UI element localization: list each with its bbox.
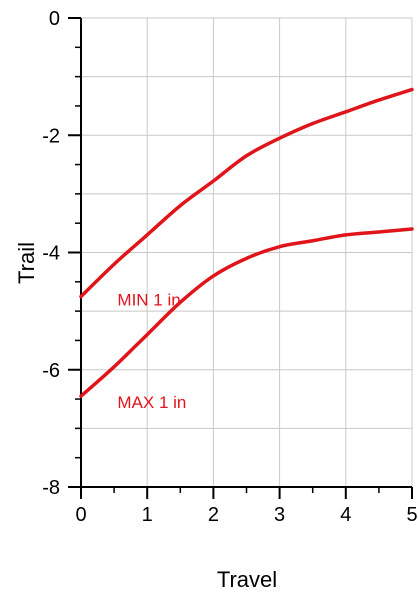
y-tick-label: -8 xyxy=(42,477,60,499)
series-label-0: MIN 1 in xyxy=(117,290,180,309)
y-tick-label: -6 xyxy=(42,360,60,382)
y-tick-label: 0 xyxy=(49,8,60,30)
x-axis-title: Travel xyxy=(217,567,277,592)
x-tick-label: 5 xyxy=(406,504,417,526)
y-tick-label: -4 xyxy=(42,243,60,265)
series-line-1 xyxy=(79,227,414,398)
x-tick-label: 4 xyxy=(340,504,351,526)
x-tick-label: 1 xyxy=(142,504,153,526)
x-tick-label: 0 xyxy=(75,504,86,526)
y-axis-title: Trail xyxy=(14,242,39,284)
x-tick-label: 2 xyxy=(208,504,219,526)
series-group xyxy=(79,87,414,398)
labels: 0 1 2 3 4 5 0 -2 -4 -6 -8 MIN 1 in MAX 1 in xyxy=(42,8,417,526)
ticks xyxy=(68,17,413,499)
x-tick-label: 3 xyxy=(274,504,285,526)
series-label-1: MAX 1 in xyxy=(117,393,186,412)
grid xyxy=(81,17,413,487)
y-tick-label: -2 xyxy=(42,125,60,147)
series-line-0 xyxy=(79,87,414,299)
